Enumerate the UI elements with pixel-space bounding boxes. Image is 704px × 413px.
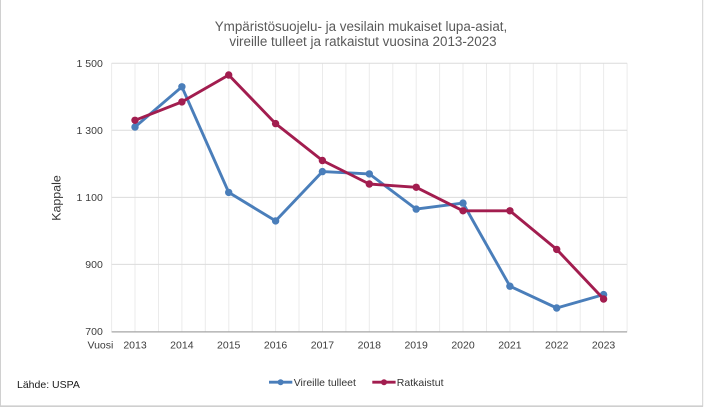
svg-text:vireille tulleet ja ratkaistut: vireille tulleet ja ratkaistut vuosina 2… [229,34,496,49]
svg-text:Kappale: Kappale [50,175,64,221]
svg-text:Lähde: USPA: Lähde: USPA [17,379,80,391]
svg-text:700: 700 [85,326,103,338]
svg-text:2015: 2015 [217,340,241,352]
svg-text:Vuosi: Vuosi [87,340,113,352]
svg-text:2020: 2020 [451,340,475,352]
svg-text:2022: 2022 [545,340,569,352]
svg-text:Ympäristösuojelu- ja vesilain: Ympäristösuojelu- ja vesilain mukaiset l… [215,19,508,34]
svg-text:900: 900 [85,259,103,271]
svg-text:1 100: 1 100 [77,192,103,204]
svg-text:2021: 2021 [498,340,522,352]
svg-text:2018: 2018 [358,340,382,352]
svg-text:2017: 2017 [311,340,335,352]
svg-text:1 300: 1 300 [77,125,103,137]
svg-text:Vireille tulleet: Vireille tulleet [294,377,356,389]
svg-text:Ratkaistut: Ratkaistut [397,377,444,389]
svg-text:2016: 2016 [264,340,288,352]
svg-text:2023: 2023 [592,340,616,352]
svg-text:2019: 2019 [404,340,428,352]
svg-text:2014: 2014 [170,340,194,352]
svg-text:2013: 2013 [123,340,147,352]
svg-text:1 500: 1 500 [77,58,103,70]
